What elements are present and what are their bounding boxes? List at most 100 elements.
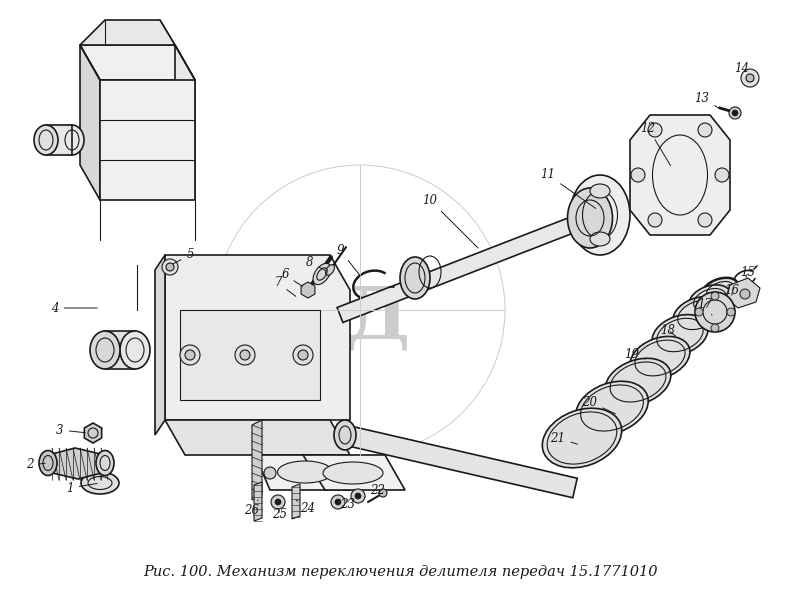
Polygon shape bbox=[46, 125, 72, 155]
Text: 5: 5 bbox=[170, 248, 194, 266]
Text: 24: 24 bbox=[296, 500, 315, 515]
Text: 10: 10 bbox=[422, 193, 478, 248]
Text: 12: 12 bbox=[641, 121, 670, 165]
Text: 20: 20 bbox=[582, 396, 615, 414]
Polygon shape bbox=[252, 420, 262, 500]
Polygon shape bbox=[342, 425, 578, 498]
Circle shape bbox=[275, 499, 281, 505]
Circle shape bbox=[698, 213, 712, 227]
Text: 17: 17 bbox=[698, 298, 713, 315]
Circle shape bbox=[711, 292, 719, 300]
Text: 18: 18 bbox=[661, 324, 676, 336]
Ellipse shape bbox=[39, 451, 57, 475]
Text: Д: Д bbox=[346, 283, 410, 353]
Circle shape bbox=[711, 324, 719, 332]
Circle shape bbox=[379, 489, 387, 497]
Polygon shape bbox=[80, 45, 100, 200]
Ellipse shape bbox=[326, 265, 334, 275]
Circle shape bbox=[335, 499, 341, 505]
Polygon shape bbox=[180, 310, 320, 400]
Circle shape bbox=[180, 345, 200, 365]
Polygon shape bbox=[726, 278, 760, 308]
Text: 14: 14 bbox=[734, 62, 752, 80]
Text: Рис. 100. Механизм переключения делителя передач 15.1771010: Рис. 100. Механизм переключения делителя… bbox=[142, 565, 658, 579]
Circle shape bbox=[741, 69, 759, 87]
Text: 9: 9 bbox=[336, 243, 360, 276]
Ellipse shape bbox=[313, 263, 331, 284]
Circle shape bbox=[331, 495, 345, 509]
Circle shape bbox=[162, 259, 178, 275]
Ellipse shape bbox=[605, 358, 671, 406]
Ellipse shape bbox=[323, 462, 383, 484]
Polygon shape bbox=[630, 115, 730, 235]
Polygon shape bbox=[301, 282, 315, 298]
Polygon shape bbox=[80, 20, 175, 45]
Ellipse shape bbox=[652, 315, 708, 355]
Text: 22: 22 bbox=[365, 483, 386, 497]
Circle shape bbox=[351, 489, 365, 503]
Text: 16: 16 bbox=[725, 283, 739, 297]
Circle shape bbox=[740, 289, 750, 299]
Circle shape bbox=[166, 263, 174, 271]
Circle shape bbox=[746, 74, 754, 82]
Circle shape bbox=[695, 292, 735, 332]
Ellipse shape bbox=[96, 451, 114, 475]
Polygon shape bbox=[105, 331, 135, 369]
Polygon shape bbox=[100, 80, 195, 200]
Circle shape bbox=[293, 345, 313, 365]
Circle shape bbox=[235, 345, 255, 365]
Polygon shape bbox=[80, 45, 195, 80]
Circle shape bbox=[264, 467, 276, 479]
Polygon shape bbox=[255, 455, 350, 490]
Text: 13: 13 bbox=[694, 91, 720, 109]
Ellipse shape bbox=[81, 472, 119, 494]
Ellipse shape bbox=[278, 461, 333, 483]
Circle shape bbox=[648, 123, 662, 137]
Ellipse shape bbox=[400, 257, 430, 299]
Circle shape bbox=[185, 350, 195, 360]
Text: 1: 1 bbox=[66, 481, 98, 495]
Ellipse shape bbox=[90, 331, 120, 369]
Text: 23: 23 bbox=[341, 498, 355, 512]
Ellipse shape bbox=[334, 420, 356, 450]
Polygon shape bbox=[48, 448, 105, 479]
Text: 4: 4 bbox=[51, 301, 98, 315]
Ellipse shape bbox=[60, 125, 84, 155]
Ellipse shape bbox=[590, 184, 610, 198]
Polygon shape bbox=[175, 45, 195, 200]
Ellipse shape bbox=[630, 336, 690, 379]
Text: 19: 19 bbox=[625, 349, 646, 362]
Text: 3: 3 bbox=[56, 423, 86, 437]
Polygon shape bbox=[303, 455, 405, 490]
Ellipse shape bbox=[120, 331, 150, 369]
Circle shape bbox=[729, 107, 741, 119]
Polygon shape bbox=[155, 255, 165, 435]
Ellipse shape bbox=[576, 381, 648, 435]
Ellipse shape bbox=[702, 278, 738, 302]
Circle shape bbox=[732, 110, 738, 116]
Circle shape bbox=[715, 168, 729, 182]
Text: 25: 25 bbox=[273, 509, 287, 521]
Circle shape bbox=[727, 308, 735, 316]
Text: 2: 2 bbox=[26, 458, 46, 472]
Ellipse shape bbox=[570, 175, 630, 255]
Ellipse shape bbox=[590, 232, 610, 246]
Polygon shape bbox=[165, 255, 350, 420]
Polygon shape bbox=[337, 211, 593, 323]
Text: 7: 7 bbox=[274, 277, 296, 297]
Circle shape bbox=[648, 213, 662, 227]
Polygon shape bbox=[254, 482, 262, 521]
Text: 6: 6 bbox=[282, 269, 302, 286]
Polygon shape bbox=[84, 423, 102, 443]
Circle shape bbox=[240, 350, 250, 360]
Polygon shape bbox=[165, 420, 350, 455]
Circle shape bbox=[271, 495, 285, 509]
Text: 11: 11 bbox=[541, 169, 596, 208]
Text: 21: 21 bbox=[550, 431, 578, 445]
Circle shape bbox=[698, 123, 712, 137]
Ellipse shape bbox=[689, 285, 731, 315]
Text: 26: 26 bbox=[245, 500, 259, 516]
Circle shape bbox=[298, 350, 308, 360]
Circle shape bbox=[695, 308, 703, 316]
Polygon shape bbox=[292, 484, 300, 519]
